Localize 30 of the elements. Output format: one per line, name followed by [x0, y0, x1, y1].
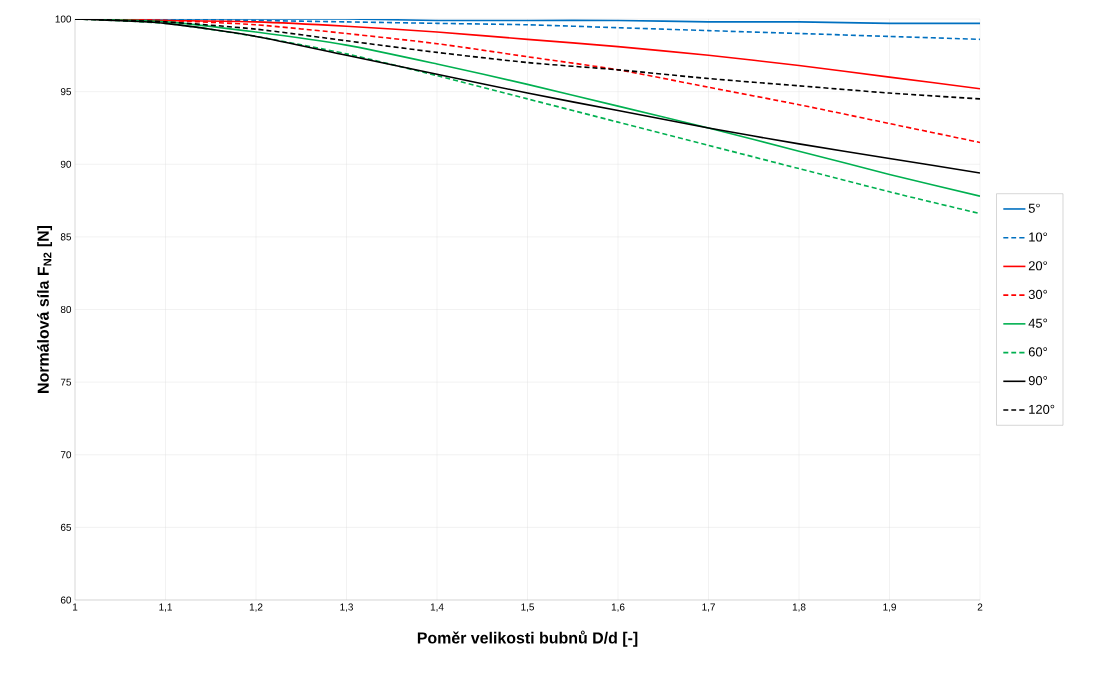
y-tick-label: 75: [60, 378, 72, 386]
legend-label: 90°: [1028, 376, 1048, 386]
y-tick-label: 60: [60, 596, 72, 604]
y-tick-label: 85: [60, 233, 72, 241]
legend-label: 120°: [1029, 404, 1055, 414]
y-tick-label: 100: [55, 15, 72, 23]
x-tick-label: 1,6: [611, 603, 625, 612]
legend-label: 10°: [1029, 232, 1048, 242]
y-tick-label: 65: [60, 523, 72, 531]
y-tick-label: 70: [60, 451, 72, 459]
x-axis-title: Poměr velikosti bubnů D/d [-]: [417, 630, 638, 647]
y-tick-label: 80: [60, 305, 72, 314]
legend-label: 20°: [1028, 261, 1048, 271]
x-tick-label: 1: [72, 603, 78, 611]
x-tick-label: 1,3: [340, 603, 353, 612]
x-tick-label: 1,9: [883, 603, 896, 612]
x-tick-label: 1,5: [521, 603, 535, 612]
y-tick-label: 95: [60, 88, 72, 96]
x-tick-label: 1,7: [702, 603, 715, 612]
x-tick-label: 2: [977, 603, 983, 611]
x-tick-label: 1,8: [792, 603, 806, 612]
legend-label: 45°: [1028, 318, 1048, 328]
x-tick-label: 1,1: [159, 603, 172, 612]
legend-label: 5°: [1028, 203, 1040, 213]
x-tick-label: 1,2: [249, 603, 263, 612]
legend-label: 30°: [1028, 289, 1048, 300]
legend-label: 60°: [1028, 347, 1048, 357]
y-axis-title: Normálová síla F$_{N2}$ [N]: [37, 225, 53, 393]
x-tick-label: 1,4: [430, 603, 444, 612]
y-tick-label: 90: [60, 160, 72, 168]
